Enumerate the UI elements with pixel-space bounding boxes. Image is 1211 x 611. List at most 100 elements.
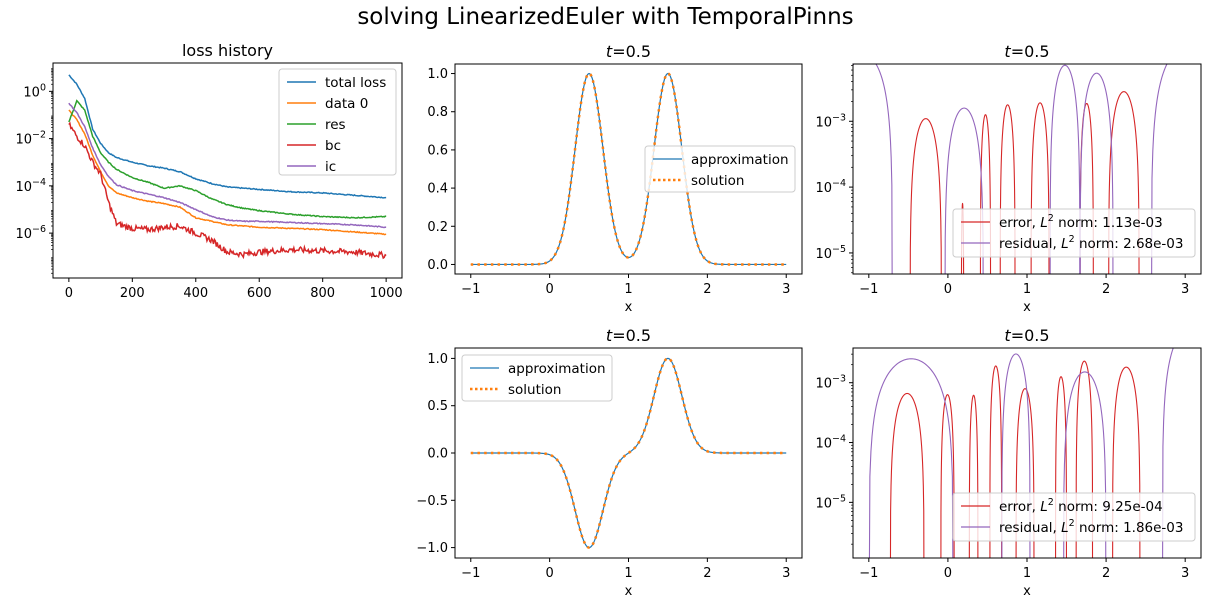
plot-area (68, 74, 387, 260)
y-tick-label: 0.8 (427, 105, 448, 120)
legend-label: solution (508, 382, 561, 398)
axes-err2: −1 0 1 2 3 x 10−3 10−4 10−5 t=0.5 error, L2 norm: … (815, 326, 1202, 599)
x-tick-label: −1 (461, 566, 480, 581)
series-line-error (1108, 91, 1140, 274)
y-tick-label: 0.4 (427, 182, 448, 197)
y-tick-label: 10−2 (15, 130, 46, 148)
x-tick-label: 2 (703, 282, 711, 297)
plot-area (470, 72, 787, 266)
series-line-error (979, 114, 992, 274)
series-line-residual (1151, 64, 1201, 274)
x-tick-label: 800 (310, 286, 335, 301)
x-tick-label: 400 (183, 286, 208, 301)
series-line-residual (1063, 371, 1107, 558)
x-tick-label: 200 (120, 286, 145, 301)
axes-approx1: −1 0 1 2 3 x 0.0 0.2 0.4 0.6 0.8 1.0 t=0.5 approximat… (427, 42, 803, 315)
x-tick-label: 1 (1023, 566, 1031, 581)
axes-approx2: −1 0 1 2 3x−1.0−0.50.00.51.0t=0.5approximati… (416, 326, 803, 599)
series-line-residual (1162, 348, 1174, 558)
y-tick-label: 10−4 (815, 178, 846, 196)
legend-label: approximation (691, 152, 789, 168)
legend: error, L2 norm: 9.25e-04 residual, L2 nor… (952, 492, 1196, 542)
x-tick-label: 0 (65, 286, 73, 301)
series-line-error (999, 104, 1016, 274)
x-axis-label: x (625, 300, 633, 315)
y-tick-label: 0.6 (427, 143, 448, 158)
series-line-error (889, 392, 925, 558)
y-tick-label: 10−3 (815, 374, 846, 392)
series-line-error (1055, 376, 1068, 558)
series-line-error (989, 365, 1003, 558)
x-axis-label: x (625, 584, 633, 599)
legend: error, L2 norm: 1.13e-03 residual, L2 nor… (952, 208, 1196, 258)
axes-title: t=0.5 (606, 42, 651, 61)
axes-title: t=0.5 (1004, 326, 1049, 345)
y-tick-label: 10−4 (815, 434, 846, 452)
x-tick-label: 600 (247, 286, 272, 301)
x-tick-label: 3 (782, 566, 790, 581)
series-line-error (1112, 366, 1141, 558)
x-tick-label: 3 (782, 282, 790, 297)
legend-label: residual, L2 norm: 1.86e-03 (999, 518, 1183, 536)
series-line-error (1075, 360, 1094, 558)
y-tick-label: 10−5 (815, 493, 846, 511)
x-tick-label: 1 (1023, 282, 1031, 297)
y-tick-label: −1.0 (416, 541, 448, 556)
x-tick-label: −1 (859, 566, 878, 581)
x-tick-label: 1 (624, 566, 632, 581)
series-line-ic (68, 102, 387, 229)
series-line-error (1015, 388, 1035, 558)
x-tick-label: −1 (461, 282, 480, 297)
series-line-data-0 (68, 109, 387, 236)
y-tick-label: 10−5 (815, 244, 846, 262)
axes-title: loss history (182, 41, 273, 60)
legend-label: ic (325, 159, 336, 175)
series-line-residual (1049, 64, 1081, 274)
series-line-solution (470, 357, 787, 549)
series-line-solution (470, 72, 787, 266)
legend-label: error, L2 norm: 9.25e-04 (999, 497, 1163, 515)
y-tick-label: 100 (23, 82, 46, 100)
series-line-error (909, 118, 942, 274)
legend-label: bc (325, 138, 341, 154)
x-tick-label: 2 (1102, 282, 1110, 297)
y-tick-label: 10−6 (15, 224, 46, 242)
x-tick-label: 3 (1181, 566, 1189, 581)
x-tick-label: 2 (1102, 566, 1110, 581)
x-tick-label: 3 (1181, 282, 1189, 297)
series-line-error (940, 394, 955, 558)
legend: approximation solution (461, 354, 613, 402)
plot-area (470, 357, 787, 549)
axes-title: t=0.5 (1004, 42, 1049, 61)
axes-loss: 0 200 400 600 800 1000 100 10−2 10−4 10−6 loss his… (15, 41, 402, 301)
series-line-residual (1001, 353, 1031, 558)
series-line-residual (853, 64, 893, 274)
x-tick-label: 0 (545, 282, 553, 297)
plot-area (868, 348, 1174, 558)
legend-label: solution (691, 173, 744, 189)
series-line-bc (68, 121, 387, 260)
series-line-residual (944, 107, 984, 274)
x-axis-label: x (1023, 300, 1031, 315)
legend-label: total loss (325, 75, 386, 91)
legend-label: res (325, 117, 346, 133)
x-tick-label: 0 (944, 566, 952, 581)
series-line-error (968, 394, 979, 558)
axes-frame (52, 62, 403, 279)
x-tick-label: 1 (624, 282, 632, 297)
series-line-total-loss (68, 74, 387, 199)
x-tick-label: 1000 (370, 286, 403, 301)
x-tick-label: −1 (859, 282, 878, 297)
series-line-res (68, 99, 387, 219)
axes-err1: −1 0 1 2 3 x 10−3 10−4 10−5 t=0.5 error, L2 norm: … (815, 42, 1202, 315)
legend-label: approximation (508, 361, 606, 377)
y-tick-label: 10−3 (815, 112, 846, 130)
y-tick-label: 1.0 (427, 67, 448, 82)
legend: total loss data 0 res bc ic (278, 68, 397, 176)
legend: approximation solution (644, 145, 796, 193)
y-tick-label: 10−4 (15, 177, 46, 195)
y-tick-label: −0.5 (416, 494, 448, 509)
legend-label: residual, L2 norm: 2.68e-03 (999, 234, 1183, 252)
figure-title: solving LinearizedEuler with TemporalPin… (357, 4, 854, 30)
series-line-residual (1079, 72, 1114, 274)
